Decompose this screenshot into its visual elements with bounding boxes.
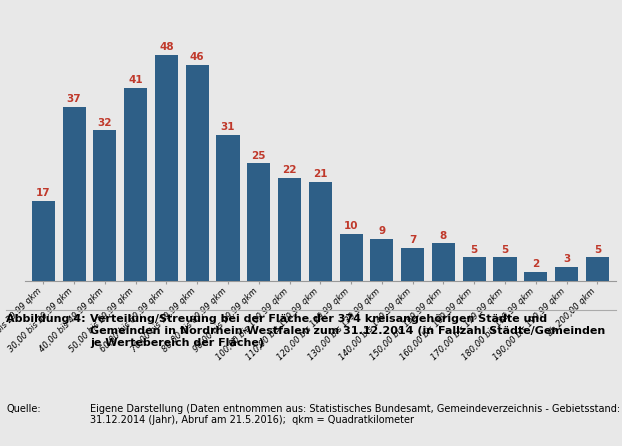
Bar: [93, 131, 116, 281]
Text: 5: 5: [471, 245, 478, 255]
Text: 7: 7: [409, 235, 416, 245]
Text: 22: 22: [282, 165, 297, 175]
Text: 5: 5: [593, 245, 601, 255]
Text: 41: 41: [128, 75, 143, 85]
Text: 8: 8: [440, 231, 447, 240]
Text: Abbildung 4:: Abbildung 4:: [6, 314, 86, 324]
Text: 9: 9: [378, 226, 386, 236]
Bar: [493, 257, 516, 281]
Bar: [63, 107, 86, 281]
Bar: [401, 248, 424, 281]
Bar: [278, 178, 301, 281]
Bar: [524, 272, 547, 281]
Bar: [216, 135, 239, 281]
Text: Verteilung/Streuung bei der Fläche der 374 kreisangehörigen Städte und
Gemeinden: Verteilung/Streuung bei der Fläche der 3…: [90, 314, 605, 347]
Bar: [124, 88, 147, 281]
Bar: [432, 244, 455, 281]
Bar: [309, 182, 332, 281]
Bar: [340, 234, 363, 281]
Text: 25: 25: [251, 151, 266, 161]
Text: 46: 46: [190, 52, 205, 62]
Text: 32: 32: [98, 118, 112, 128]
Text: 2: 2: [532, 259, 539, 269]
Bar: [186, 65, 209, 281]
Bar: [247, 163, 271, 281]
Bar: [463, 257, 486, 281]
Text: 10: 10: [344, 221, 358, 231]
Bar: [555, 267, 578, 281]
Text: 17: 17: [36, 188, 50, 198]
Text: 3: 3: [563, 254, 570, 264]
Bar: [155, 55, 178, 281]
Text: 31: 31: [221, 122, 235, 132]
Text: 37: 37: [67, 94, 81, 104]
Text: 5: 5: [501, 245, 509, 255]
Text: Quelle:: Quelle:: [6, 404, 41, 413]
Bar: [586, 257, 609, 281]
Text: 48: 48: [159, 42, 174, 52]
Bar: [32, 201, 55, 281]
Bar: [370, 239, 394, 281]
Text: 21: 21: [313, 169, 328, 179]
Text: Eigene Darstellung (Daten entnommen aus: Statistisches Bundesamt, Gemeindeverzei: Eigene Darstellung (Daten entnommen aus:…: [90, 404, 620, 425]
